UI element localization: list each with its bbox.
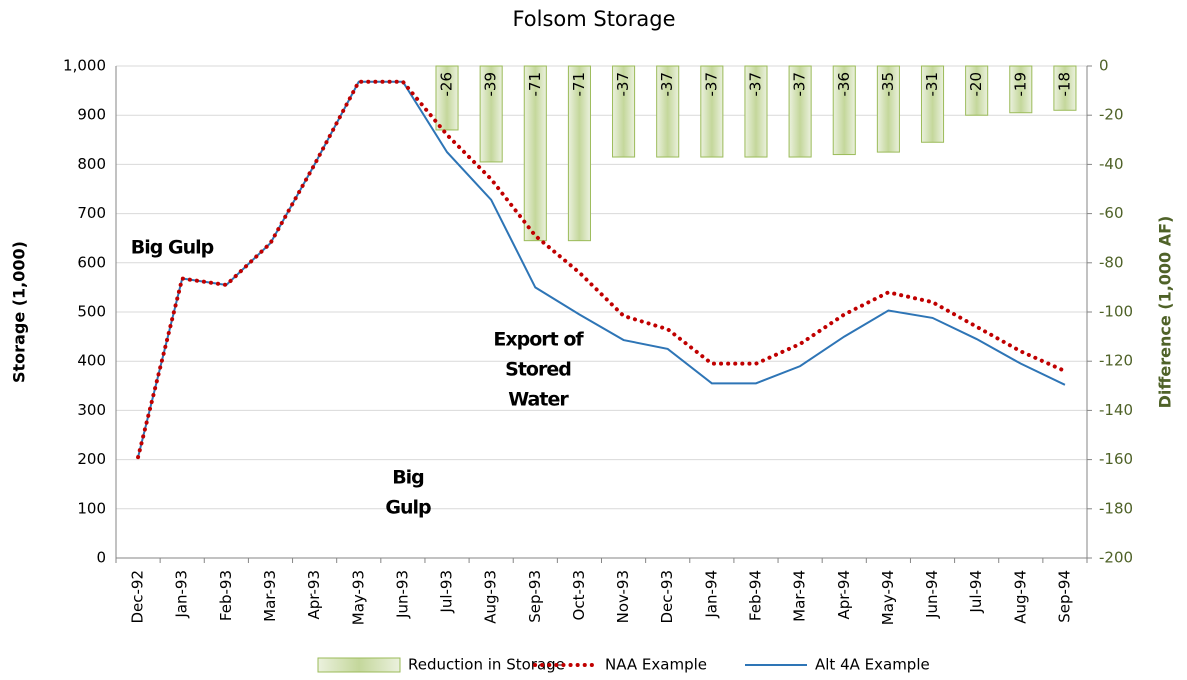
y-tick-label: 100 <box>77 499 106 517</box>
bar <box>479 65 503 163</box>
bar <box>435 65 459 131</box>
x-tick-label: Jun-94 <box>923 570 941 619</box>
bar-label: -37 <box>702 72 720 97</box>
annotation: Big <box>392 467 424 489</box>
x-tick-label: Jul-93 <box>438 570 456 614</box>
bar-label: -19 <box>1011 72 1029 97</box>
bar-label: -36 <box>835 72 853 97</box>
x-tick-label: Jan-93 <box>173 570 191 619</box>
x-tick-label: Aug-93 <box>482 570 500 624</box>
y2-tick-label: 0 <box>1099 57 1109 75</box>
bar <box>876 65 900 153</box>
y-tick-label: 400 <box>77 352 106 370</box>
line <box>136 79 1067 460</box>
y2-tick-label: -100 <box>1099 303 1133 321</box>
annotation: Gulp <box>385 497 431 519</box>
legend-label: NAA Example <box>605 656 707 674</box>
y-tick-label: 800 <box>77 155 106 173</box>
bar-label: -37 <box>791 72 809 97</box>
chart-title: Folsom Storage <box>512 7 675 31</box>
y-tick-label: 900 <box>77 106 106 124</box>
bar-label: -18 <box>1055 72 1073 97</box>
bar-label: -35 <box>879 72 897 97</box>
y2-tick-label: -140 <box>1099 401 1133 419</box>
annotation: Big Gulp <box>131 237 214 259</box>
legend-label: Reduction in Storage <box>408 656 565 674</box>
x-tick-label: May-94 <box>879 570 897 625</box>
y-tick-label: 0 <box>96 549 106 567</box>
bar <box>965 65 989 116</box>
bar <box>832 65 856 156</box>
x-tick-label: Apr-93 <box>305 570 323 620</box>
x-tick-label: Dec-93 <box>658 570 676 624</box>
bar-label: -71 <box>570 72 588 97</box>
x-tick-label: Nov-93 <box>614 570 632 623</box>
y-axis-title: Storage (1,000) <box>10 241 29 383</box>
bar <box>1053 65 1077 111</box>
x-tick-label: Sep-93 <box>526 570 544 623</box>
x-tick-label: Jul-94 <box>967 570 985 614</box>
bar <box>612 65 636 158</box>
x-tick-label: Mar-93 <box>261 570 279 622</box>
x-tick-label: Jan-94 <box>702 570 720 619</box>
y-tick-label: 200 <box>77 450 106 468</box>
bar-label: -39 <box>482 72 500 97</box>
x-tick-label: Feb-93 <box>217 570 235 621</box>
bar-label: -37 <box>614 72 632 97</box>
bar <box>567 65 591 242</box>
bar <box>523 65 547 242</box>
bar <box>700 65 724 158</box>
y-tick-label: 1,000 <box>63 57 106 75</box>
x-tick-label: Feb-94 <box>746 570 764 621</box>
legend-label: Alt 4A Example <box>815 656 930 674</box>
annotation: Stored <box>505 359 571 381</box>
bar-label: -20 <box>967 72 985 97</box>
x-tick-label: May-93 <box>349 570 367 625</box>
y2-tick-label: -180 <box>1099 499 1133 517</box>
bar-label: -37 <box>658 72 676 97</box>
y-tick-label: 600 <box>77 253 106 271</box>
bar-label: -31 <box>923 72 941 97</box>
annotation: Water <box>508 389 569 411</box>
x-tick-label: Sep-94 <box>1055 570 1073 623</box>
y-tick-label: 700 <box>77 204 106 222</box>
bar <box>656 65 680 158</box>
x-tick-label: Aug-94 <box>1011 570 1029 624</box>
bar-label: -26 <box>438 72 456 97</box>
x-tick-label: Mar-94 <box>791 570 809 622</box>
legend-swatch <box>317 657 401 673</box>
bar-label: -37 <box>746 72 764 97</box>
annotation: Export of <box>493 329 584 351</box>
bar <box>1009 65 1033 114</box>
bar <box>920 65 945 143</box>
x-tick-label: Dec-92 <box>129 570 147 624</box>
y-tick-label: 500 <box>77 303 106 321</box>
bar <box>744 65 768 158</box>
bar-label: -71 <box>526 72 544 97</box>
y2-tick-label: -40 <box>1099 155 1124 173</box>
x-tick-label: Oct-93 <box>570 570 588 620</box>
x-tick-label: Jun-93 <box>393 570 411 619</box>
y2-tick-label: -120 <box>1099 352 1133 370</box>
y2-tick-label: -20 <box>1099 106 1124 124</box>
y2-axis-title: Difference (1,000 AF) <box>1156 216 1175 409</box>
x-tick-label: Apr-94 <box>835 570 853 620</box>
y2-tick-label: -160 <box>1099 450 1133 468</box>
bar <box>788 65 812 158</box>
y2-tick-label: -80 <box>1099 253 1124 271</box>
y2-tick-label: -60 <box>1099 204 1124 222</box>
y-tick-label: 300 <box>77 401 106 419</box>
y2-tick-label: -200 <box>1099 549 1133 567</box>
